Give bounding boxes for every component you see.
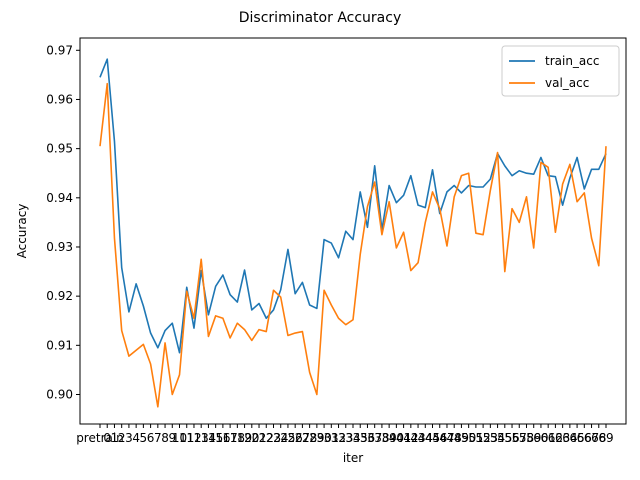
x-tick-label: 25 bbox=[280, 431, 295, 445]
x-tick-label: 4 bbox=[132, 431, 140, 445]
x-tick-label: 39 bbox=[382, 431, 397, 445]
x-tick-label: 30 bbox=[316, 431, 331, 445]
x-tick-label: 49 bbox=[454, 431, 469, 445]
x-tick-label: 44 bbox=[418, 431, 433, 445]
x-tick-label: 5 bbox=[140, 431, 148, 445]
x-tick-label: 34 bbox=[345, 431, 360, 445]
x-tick-label: 56 bbox=[504, 431, 519, 445]
x-tick-label: 26 bbox=[288, 431, 303, 445]
x-tick-label: 35 bbox=[353, 431, 368, 445]
y-tick-label: 0.97 bbox=[46, 43, 73, 57]
x-tick-label: 55 bbox=[497, 431, 512, 445]
x-tick-label: 15 bbox=[208, 431, 223, 445]
x-tick-label: 8 bbox=[161, 431, 169, 445]
x-tick-label: 1 bbox=[111, 431, 119, 445]
y-tick-label: 0.90 bbox=[46, 387, 73, 401]
x-tick-label: 46 bbox=[432, 431, 447, 445]
x-tick-label: 58 bbox=[519, 431, 534, 445]
x-tick-label: 40 bbox=[389, 431, 404, 445]
x-tick-label: 10 bbox=[172, 431, 187, 445]
chart-title: Discriminator Accuracy bbox=[239, 10, 401, 26]
x-axis-label: iter bbox=[343, 451, 363, 465]
y-tick-label: 0.91 bbox=[46, 338, 73, 352]
series-line-train-acc bbox=[99, 58, 607, 354]
series-line-val-acc bbox=[99, 82, 607, 408]
y-tick-label: 0.92 bbox=[46, 289, 73, 303]
y-tick-label: 0.94 bbox=[46, 191, 73, 205]
legend-label-val-acc: val_acc bbox=[545, 76, 589, 90]
x-tick-label: 63 bbox=[555, 431, 570, 445]
x-tick-label: 2 bbox=[118, 431, 126, 445]
x-tick-label: 52 bbox=[475, 431, 490, 445]
x-tick-label: 13 bbox=[194, 431, 209, 445]
x-tick-label: 43 bbox=[410, 431, 425, 445]
x-tick-label: 66 bbox=[577, 431, 592, 445]
x-tick-label: 69 bbox=[598, 431, 613, 445]
legend-label-train-acc: train_acc bbox=[545, 54, 599, 68]
x-tick-label: 31 bbox=[324, 431, 339, 445]
x-tick-label: 59 bbox=[526, 431, 541, 445]
x-tick-label: 36 bbox=[360, 431, 375, 445]
x-tick-label: 32 bbox=[331, 431, 346, 445]
x-tick-label: 0 bbox=[103, 431, 111, 445]
x-tick-label: 33 bbox=[338, 431, 353, 445]
x-tick-label: 14 bbox=[201, 431, 216, 445]
legend: train_acc val_acc bbox=[501, 45, 620, 97]
x-tick-label: 60 bbox=[533, 431, 548, 445]
plot-area bbox=[99, 58, 607, 408]
x-tick-label: 53 bbox=[483, 431, 498, 445]
x-tick-label: 22 bbox=[259, 431, 274, 445]
x-tick-label: 51 bbox=[468, 431, 483, 445]
x-tick-label: 45 bbox=[425, 431, 440, 445]
x-tick-label: 16 bbox=[215, 431, 230, 445]
x-tick-label: 29 bbox=[309, 431, 324, 445]
x-tick-label: 23 bbox=[266, 431, 281, 445]
x-tick-label: 54 bbox=[490, 431, 505, 445]
x-tick-label: 61 bbox=[541, 431, 556, 445]
y-tick-label: 0.96 bbox=[46, 92, 73, 106]
x-tick-label: 7 bbox=[154, 431, 162, 445]
x-tick-label: 24 bbox=[273, 431, 288, 445]
x-tick-label: 27 bbox=[295, 431, 310, 445]
x-tick-label: 11 bbox=[179, 431, 194, 445]
x-tick-label: 50 bbox=[461, 431, 476, 445]
x-tick-label: 17 bbox=[222, 431, 237, 445]
x-tick-label: 18 bbox=[230, 431, 245, 445]
x-tick-label: 41 bbox=[396, 431, 411, 445]
y-tick-label: 0.95 bbox=[46, 142, 73, 156]
x-tick-label: 12 bbox=[186, 431, 201, 445]
x-tick-label: 68 bbox=[591, 431, 606, 445]
x-tick-label: 62 bbox=[548, 431, 563, 445]
x-tick-label: 38 bbox=[374, 431, 389, 445]
x-tick-label: 57 bbox=[512, 431, 527, 445]
x-tick-label: 65 bbox=[569, 431, 584, 445]
x-tick-label: 28 bbox=[302, 431, 317, 445]
x-tick-label: 37 bbox=[367, 431, 382, 445]
x-tick-label: 3 bbox=[125, 431, 133, 445]
x-tick-label: 48 bbox=[447, 431, 462, 445]
x-tick-label: 42 bbox=[403, 431, 418, 445]
axis-ticks: 0.90 0.91 0.92 0.93 0.94 0.95 0.96 0.97 pretrain… bbox=[46, 43, 613, 445]
x-tick-label: 67 bbox=[584, 431, 599, 445]
x-tick-label: 9 bbox=[168, 431, 176, 445]
x-tick-label: 19 bbox=[237, 431, 252, 445]
x-tick-label: pretrain bbox=[76, 431, 124, 445]
x-tick-label: 64 bbox=[562, 431, 577, 445]
x-tick-label: 20 bbox=[244, 431, 259, 445]
y-axis-label: Accuracy bbox=[15, 204, 29, 259]
x-tick-label: 21 bbox=[251, 431, 266, 445]
x-tick-label: 47 bbox=[439, 431, 454, 445]
y-tick-label: 0.93 bbox=[46, 240, 73, 254]
x-tick-label: 6 bbox=[147, 431, 155, 445]
